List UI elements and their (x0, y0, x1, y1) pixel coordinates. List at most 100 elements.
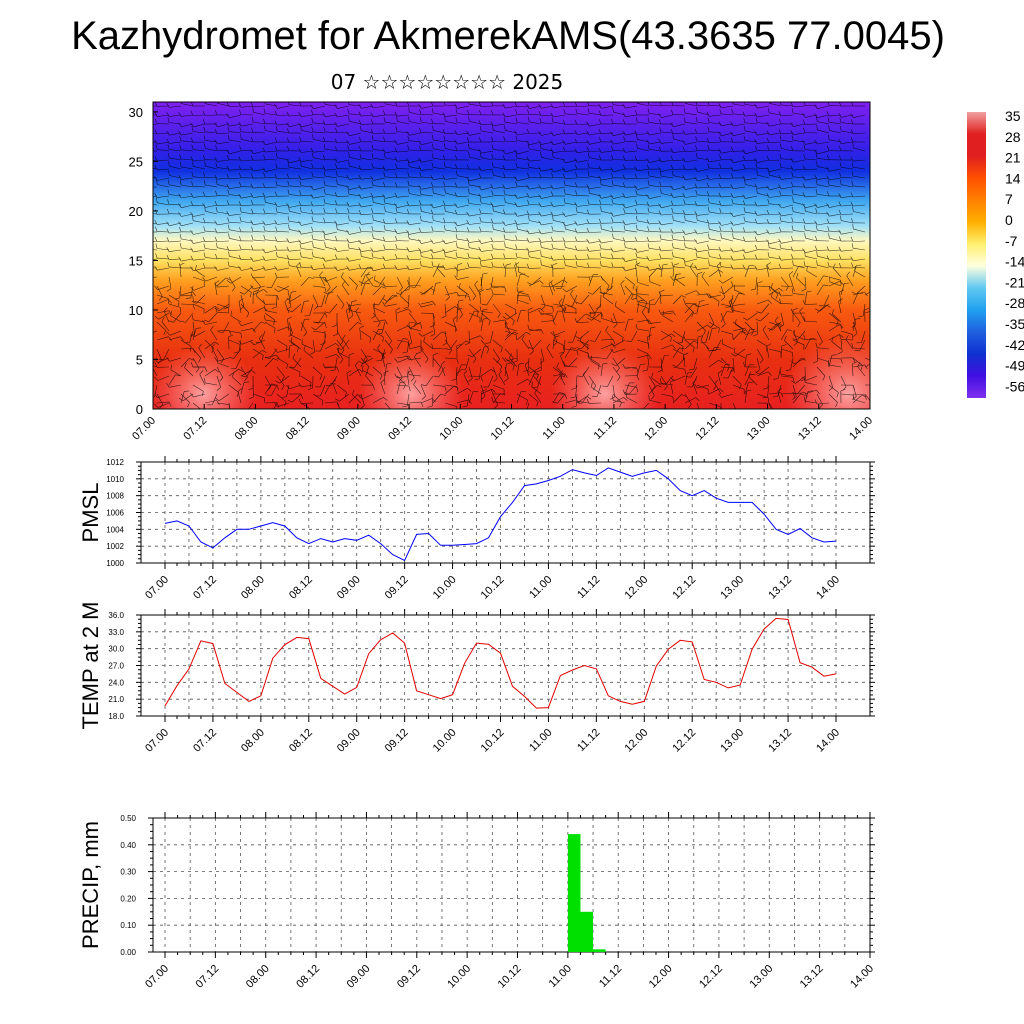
wind-barb (781, 158, 794, 161)
wind-barb-flag (274, 265, 278, 271)
wind-barb (153, 365, 158, 368)
wind-barb-flag (720, 233, 722, 239)
wind-barb (420, 113, 434, 116)
wind-barb-flag (826, 111, 830, 117)
wind-barb (727, 366, 734, 379)
wind-barb-flag (778, 111, 782, 117)
wind-barb-flag (404, 288, 410, 292)
wind-barb (217, 267, 230, 271)
wind-barb (705, 330, 710, 343)
wind-barb (445, 229, 458, 233)
wind-barb (540, 320, 553, 323)
wind-barb-flag (287, 180, 290, 186)
wind-barb-flag (479, 289, 485, 293)
wind-barb-flag (324, 323, 327, 328)
wind-barb (241, 131, 254, 134)
wind-barb (588, 203, 602, 206)
wind-barb-flag (646, 139, 650, 145)
wind-barb-flag (430, 239, 434, 244)
wind-barb-flag (437, 367, 441, 372)
wind-barb (409, 267, 422, 271)
wind-barb-flag (323, 189, 326, 195)
wind-barb-flag (275, 226, 278, 232)
wind-barb (552, 279, 564, 287)
wind-barb (589, 112, 602, 116)
wind-barb-flag (156, 179, 158, 185)
wind-barb (600, 276, 610, 287)
wind-barb-flag (468, 188, 470, 194)
wind-barb-flag (408, 116, 410, 122)
wind-barb (769, 132, 782, 136)
wind-barb-flag (707, 102, 710, 106)
wind-barb (672, 295, 682, 305)
wind-barb-flag (348, 152, 350, 158)
wind-barb-flag (600, 311, 604, 317)
wind-barb (180, 391, 185, 404)
wind-barb (613, 249, 626, 253)
wind-barb (853, 185, 866, 188)
temp-xtick-label: 09.12 (383, 727, 411, 755)
wind-barb-flag (742, 175, 746, 181)
wind-barb-flag (167, 199, 170, 205)
wind-barb (217, 362, 230, 368)
wind-barb-flag (214, 397, 220, 402)
wind-barb-flag (432, 301, 436, 306)
wind-barb (684, 290, 697, 296)
wind-barb-flag (195, 327, 202, 329)
wind-barb (156, 299, 169, 305)
wind-barb-flag (421, 384, 427, 387)
wind-barb (696, 384, 709, 390)
wind-barb (720, 357, 730, 367)
wind-barb-flag (431, 134, 434, 140)
wind-barb (804, 276, 807, 290)
wind-barb-flag (143, 183, 145, 188)
wind-barb (189, 330, 194, 343)
wind-barb-flag (527, 172, 530, 178)
wind-barb (612, 357, 620, 369)
wind-barb-flag (797, 322, 801, 327)
wind-barb (286, 384, 290, 397)
wind-barb (649, 212, 662, 215)
wind-barb-flag (610, 194, 614, 199)
wind-barb-flag (610, 211, 614, 217)
wind-barb-flag (443, 102, 446, 106)
wind-barb (229, 256, 242, 260)
wind-barb-flag (538, 166, 542, 172)
wind-barb-flag (753, 333, 758, 337)
wind-barb-flag (488, 320, 491, 326)
wind-barb (397, 121, 410, 125)
wind-barb-flag (262, 265, 266, 271)
wind-barb (170, 315, 182, 323)
wind-barb (399, 295, 410, 305)
wind-barb-flag (198, 343, 202, 348)
wind-barb-flag (677, 342, 683, 344)
wind-barb-flag (179, 154, 182, 160)
wind-barb-flag (574, 245, 578, 251)
wind-barb (845, 339, 854, 350)
wind-barb-flag (831, 354, 837, 356)
wind-barb-flag (503, 189, 506, 195)
wind-barb-flag (271, 306, 277, 309)
wind-barb (709, 202, 722, 206)
wind-barb-flag (377, 322, 381, 327)
wind-barb-flag (444, 143, 446, 149)
wind-barb-flag (779, 135, 782, 141)
wind-barb-flag (754, 236, 758, 242)
wind-barb-flag (167, 179, 170, 185)
wind-barb-flag (694, 167, 698, 172)
wind-barb (252, 348, 264, 356)
wind-barb-flag (352, 389, 355, 395)
wind-barb (252, 231, 266, 233)
wind-barb (181, 114, 194, 117)
wind-barb (576, 231, 590, 234)
wind-barb-flag (683, 334, 686, 340)
wind-barb-flag (346, 370, 352, 374)
wind-barb (673, 239, 686, 242)
wind-barb (265, 310, 278, 314)
wind-barb (291, 303, 302, 313)
wind-barb-flag (458, 283, 461, 289)
wind-barb (709, 159, 722, 163)
wind-barb (336, 330, 344, 342)
temp-xtick-label: 13.00 (718, 727, 746, 755)
wind-barb (636, 301, 640, 314)
